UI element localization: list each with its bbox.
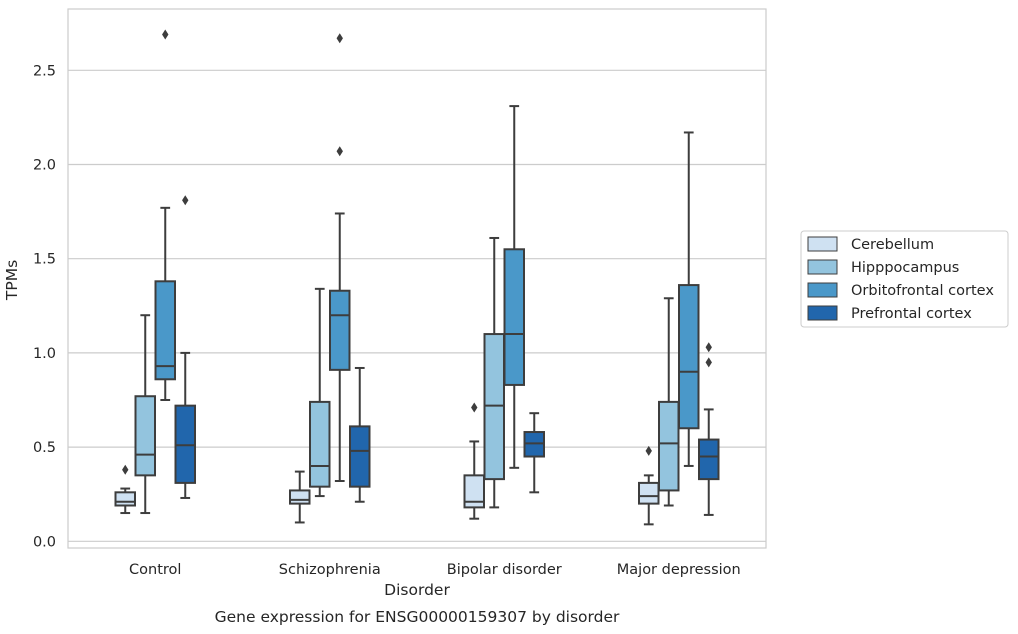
box-cerebellum (289, 470, 311, 524)
y-tick-label: 2.5 (33, 63, 56, 79)
box-hipppocampus (483, 236, 505, 509)
y-tick-label: 2.0 (33, 158, 56, 174)
box-iqr (329, 289, 351, 371)
legend-label: Hipppocampus (851, 260, 959, 276)
outlier-point (162, 29, 169, 40)
box-iqr (698, 438, 720, 481)
y-axis-ticks: 0.0 0.5 1.0 1.5 2.0 2.5 (33, 63, 56, 550)
box-iqr (134, 395, 156, 477)
box-iqr (638, 481, 660, 505)
box-iqr (289, 489, 311, 505)
box-iqr (309, 400, 331, 488)
outlier-point (471, 402, 478, 413)
box-prefrontal-cortex (174, 195, 196, 499)
box-iqr (349, 425, 371, 488)
outlier-point (336, 146, 343, 157)
legend-swatch (807, 305, 838, 321)
y-axis-label: TPMs (3, 260, 21, 301)
x-tick-label: Bipolar disorder (447, 562, 562, 578)
y-tick-label: 0.0 (33, 534, 56, 550)
box-iqr (503, 248, 525, 386)
y-tick-label: 1.0 (33, 346, 56, 362)
x-axis-ticks: Control Schizophrenia Bipolar disorder Majo… (129, 562, 741, 578)
outlier-point (705, 357, 712, 368)
outlier-point (705, 342, 712, 353)
box-hipppocampus (134, 314, 156, 515)
box-iqr (114, 491, 136, 507)
box-hipppocampus (658, 297, 680, 507)
box-orbitofrontal-cortex (678, 131, 700, 467)
box-iqr (678, 284, 700, 430)
legend: Cerebellum Hipppocampus Orbitofrontal cort… (800, 230, 1009, 328)
box-orbitofrontal-cortex (154, 29, 176, 401)
box-prefrontal-cortex (523, 412, 545, 494)
box-cerebellum (463, 402, 485, 520)
x-tick-label: Schizophrenia (279, 562, 381, 578)
legend-frame (800, 230, 1009, 328)
box-iqr (658, 400, 680, 492)
outlier-point (122, 464, 129, 475)
box-iqr (463, 474, 485, 509)
legend-swatch (807, 259, 838, 275)
legend-label: Cerebellum (851, 237, 934, 253)
box-hipppocampus (309, 287, 331, 498)
legend-label: Orbitofrontal cortex (851, 283, 994, 299)
outlier-point (645, 445, 652, 456)
boxes (114, 29, 720, 526)
box-prefrontal-cortex (698, 342, 720, 516)
box-orbitofrontal-cortex (503, 105, 525, 469)
box-cerebellum (638, 445, 660, 526)
box-orbitofrontal-cortex (329, 33, 351, 483)
y-tick-label: 0.5 (33, 440, 56, 456)
legend-swatch (807, 282, 838, 298)
plot-area-frame (67, 8, 767, 549)
box-cerebellum (114, 464, 136, 515)
figure-caption: Gene expression for ENSG00000159307 by d… (215, 608, 620, 626)
legend-swatch (807, 236, 838, 252)
legend-label: Prefrontal cortex (851, 306, 972, 322)
box-iqr (154, 280, 176, 381)
x-axis-label: Disorder (384, 581, 450, 599)
box-prefrontal-cortex (349, 366, 371, 503)
y-tick-label: 1.5 (33, 252, 56, 268)
outlier-point (182, 195, 189, 206)
outlier-point (336, 33, 343, 44)
x-tick-label: Control (129, 562, 181, 578)
x-tick-label: Major depression (617, 562, 741, 578)
